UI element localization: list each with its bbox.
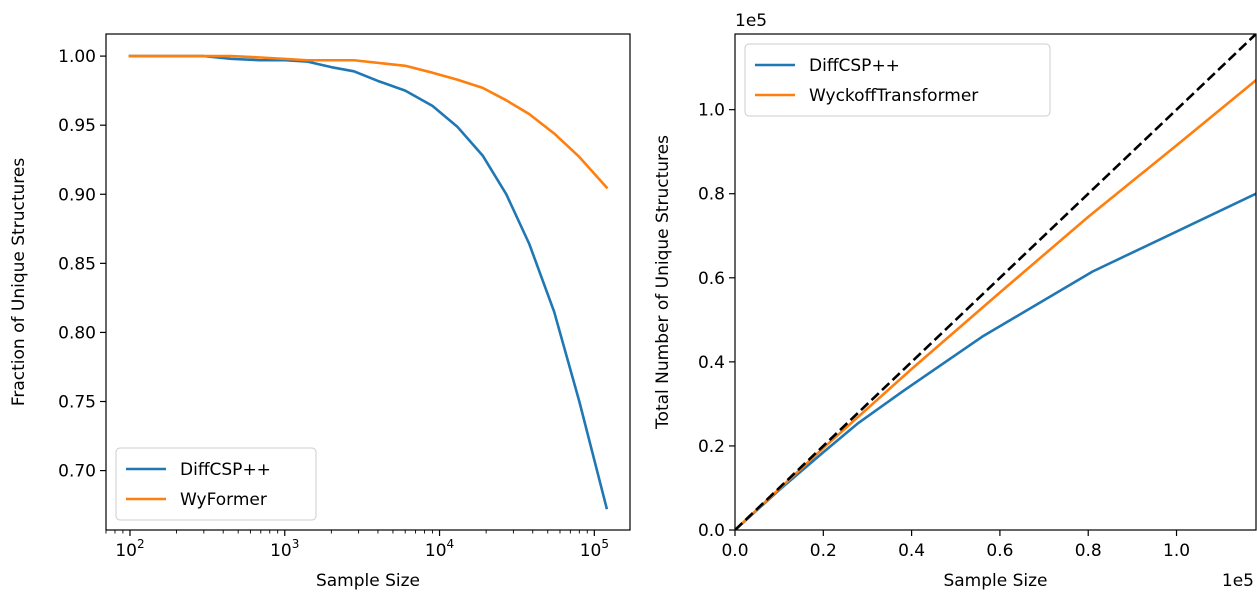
y-tick-label: 0.8 xyxy=(698,185,725,205)
y-tick-label: 1.00 xyxy=(58,47,96,67)
series-line-diffcsp xyxy=(735,192,1256,530)
series-line-wyformer xyxy=(128,54,609,190)
y-tick-label: 0.0 xyxy=(698,521,725,541)
series-line-diffcsp xyxy=(128,54,609,510)
y-tick-label: 0.6 xyxy=(698,269,725,289)
legend-box xyxy=(744,43,1051,117)
y-tick-label: 0.75 xyxy=(58,393,96,413)
y-axis-label: Fraction of Unique Structures xyxy=(9,158,29,407)
plot-frame xyxy=(734,33,1257,531)
x-tick-label: 0.4 xyxy=(898,541,925,561)
x-tick-label: 0.0 xyxy=(721,541,748,561)
legend-entry: WyFormer xyxy=(180,490,267,510)
y-tick-label: 0.70 xyxy=(58,462,96,482)
y-axis-label: Total Number of Unique Structures xyxy=(653,135,673,430)
x-tick-label: 0.6 xyxy=(986,541,1013,561)
x-tick-label: 0.2 xyxy=(810,541,837,561)
x-axis-label: Sample Size xyxy=(943,571,1047,591)
y-tick-label: 0.95 xyxy=(58,116,96,136)
legend-box xyxy=(115,447,317,521)
legend: DiffCSP++ WyckoffTransformer xyxy=(744,43,1051,117)
x-tick-label: 1.0 xyxy=(1163,541,1190,561)
series-line-identity xyxy=(735,34,1256,530)
x-tick-label: 102 xyxy=(115,537,144,561)
legend: DiffCSP++ WyFormer xyxy=(115,447,317,521)
x-axis-label: Sample Size xyxy=(316,571,420,591)
y-tick-label: 0.2 xyxy=(698,437,725,457)
legend-entry: DiffCSP++ xyxy=(180,460,271,480)
left-plot: 0.70 0.75 0.80 0.85 0.90 0.95 1.00 102 103 104 105… xyxy=(9,33,631,591)
x-offset-label: 1e5 xyxy=(1222,571,1254,591)
right-plot: 0.0 0.2 0.4 0.6 0.8 1.0 0.0 0.2 0.4 0.6 0.8 1.0 Samp… xyxy=(653,11,1257,591)
x-tick-label: 105 xyxy=(580,537,609,561)
x-tick-label: 104 xyxy=(425,537,454,561)
y-tick-label: 1.0 xyxy=(698,101,725,121)
y-offset-label: 1e5 xyxy=(735,11,767,31)
y-tick-label: 0.4 xyxy=(698,353,725,373)
y-tick-label: 0.90 xyxy=(58,185,96,205)
legend-entry: DiffCSP++ xyxy=(809,56,900,76)
plot-frame xyxy=(105,33,631,531)
x-tick-label: 103 xyxy=(270,537,299,561)
x-tick-label: 0.8 xyxy=(1075,541,1102,561)
legend-entry: WyckoffTransformer xyxy=(809,86,978,106)
y-tick-label: 0.80 xyxy=(58,323,96,343)
series-line-wyckofftransformer xyxy=(735,78,1256,530)
y-tick-label: 0.85 xyxy=(58,254,96,274)
